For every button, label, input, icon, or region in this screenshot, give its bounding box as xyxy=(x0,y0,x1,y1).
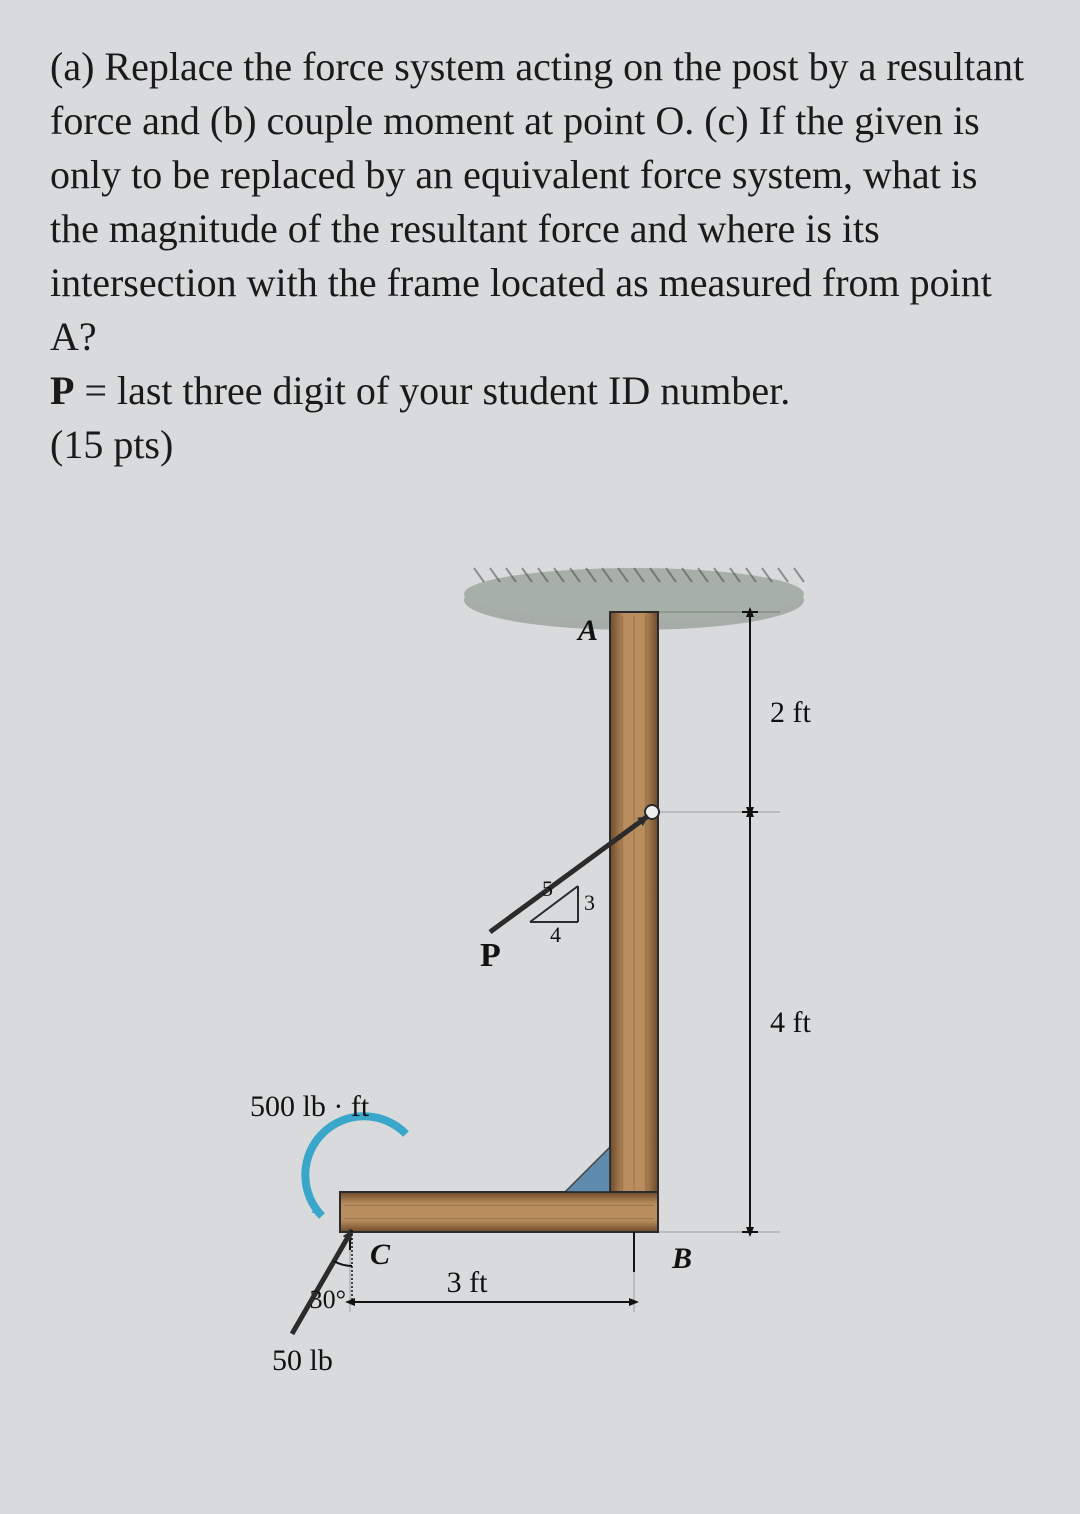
problem-body: (a) Replace the force system acting on t… xyxy=(50,44,1024,359)
label-B: B xyxy=(671,1242,692,1275)
slope-4: 4 xyxy=(550,922,561,947)
label-A: A xyxy=(576,614,598,647)
dim-2ft: 2 ft xyxy=(770,696,811,729)
horizontal-beam xyxy=(340,1192,658,1232)
slope-3: 3 xyxy=(584,890,595,915)
dim-4ft: 4 ft xyxy=(770,1006,811,1039)
label-C: C xyxy=(370,1238,391,1271)
gusset xyxy=(565,1147,610,1192)
p-def: = last three digit of your student ID nu… xyxy=(74,368,790,413)
frame-diagram: A 5 34 P 2 ft 4 ft B 3 ft C 500 lb · ft 30° 50 lb xyxy=(190,532,890,1432)
points: (15 pts) xyxy=(50,422,173,467)
slope-5: 5 xyxy=(542,876,553,901)
problem-statement: (a) Replace the force system acting on t… xyxy=(50,40,1030,472)
force-50-arrow xyxy=(292,1230,352,1334)
diagram-container: A 5 34 P 2 ft 4 ft B 3 ft C 500 lb · ft 30° 50 lb xyxy=(50,532,1030,1432)
force-50-label: 50 lb xyxy=(272,1344,333,1377)
page: (a) Replace the force system acting on t… xyxy=(0,0,1080,1472)
dim-3ft: 3 ft xyxy=(447,1266,488,1299)
p-var: P xyxy=(50,368,74,413)
label-P: P xyxy=(480,937,501,974)
couple-label: 500 lb · ft xyxy=(250,1090,370,1123)
angle-arc xyxy=(334,1261,352,1266)
angle-30: 30° xyxy=(310,1285,346,1314)
